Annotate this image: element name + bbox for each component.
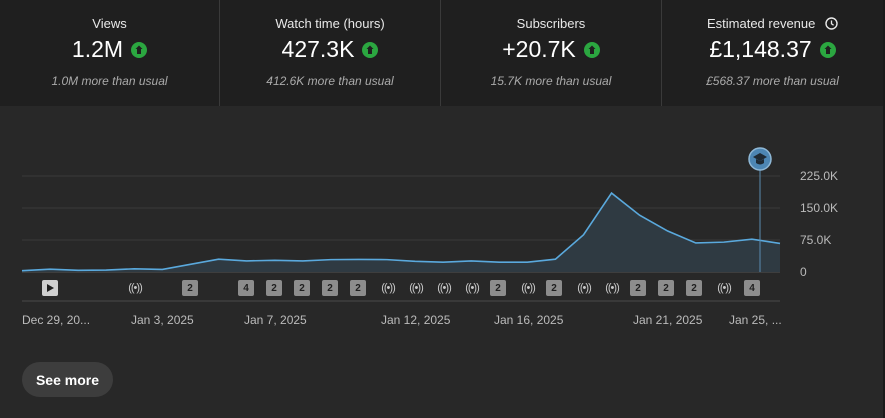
tab-value: 427.3K [281, 36, 355, 62]
upload-count-marker[interactable]: 2 [266, 280, 282, 296]
tab-comparison: 15.7K more than usual [490, 74, 612, 88]
views-chart: 225.0K 150.0K 75.0K 0 Dec 29, 20... Jan 3, 2… [0, 106, 883, 336]
x-tick-label: Jan 25, ... [729, 313, 782, 327]
tab-value: £1,148.37 [709, 36, 812, 62]
arrow-up-icon [583, 41, 600, 58]
tab-value: 1.2M [71, 36, 124, 62]
upload-count-marker[interactable]: 2 [350, 280, 366, 296]
x-tick-label: Jan 7, 2025 [244, 313, 307, 327]
live-stream-marker-icon[interactable]: ((•)) [605, 282, 620, 294]
graduation-cap-icon[interactable] [748, 147, 772, 171]
y-tick-label: 150.0K [800, 201, 839, 215]
video-marker-play-icon[interactable] [42, 280, 58, 296]
upload-count-marker[interactable]: 2 [294, 280, 310, 296]
upload-count-marker[interactable]: 2 [658, 280, 674, 296]
live-stream-marker-icon[interactable]: ((•)) [717, 282, 732, 294]
tab-comparison: £568.37 more than usual [706, 74, 839, 88]
x-tick-label: Jan 16, 2025 [494, 313, 564, 327]
tab-comparison: 412.6K more than usual [266, 74, 394, 88]
tab-value-row: 1.2M [0, 36, 219, 63]
live-stream-marker-icon[interactable]: ((•)) [381, 282, 396, 294]
tab-watch-time[interactable]: Watch time (hours) 427.3K 412.6K more th… [219, 0, 440, 106]
arrow-up-icon [362, 41, 379, 58]
upload-count-marker[interactable]: 4 [238, 280, 254, 296]
live-stream-marker-icon[interactable]: ((•)) [128, 282, 143, 294]
tab-subscribers[interactable]: Subscribers +20.7K 15.7K more than usual [440, 0, 661, 106]
see-more-button[interactable]: See more [22, 362, 113, 397]
upload-count-marker[interactable]: 2 [182, 280, 198, 296]
tab-value: +20.7K [502, 36, 576, 62]
x-tick-label: Jan 21, 2025 [633, 313, 703, 327]
metric-tabs: Views 1.2M 1.0M more than usual Watch ti… [0, 0, 883, 106]
tab-comparison: 1.0M more than usual [51, 74, 168, 88]
tab-label: Views [92, 16, 127, 31]
views-line [21, 191, 781, 272]
arrow-up-icon [819, 41, 836, 58]
chart-plot [21, 147, 781, 302]
live-stream-marker-icon[interactable]: ((•)) [577, 282, 592, 294]
live-stream-marker-icon[interactable]: ((•)) [437, 282, 452, 294]
y-tick-label: 0 [800, 265, 807, 279]
y-tick-label: 225.0K [800, 169, 839, 183]
arrow-up-icon [131, 41, 148, 58]
upload-count-marker[interactable]: 2 [322, 280, 338, 296]
tab-value-row: 427.3K [220, 36, 440, 63]
views-area [22, 193, 780, 272]
tab-value-row: £1,148.37 [662, 36, 883, 63]
tab-estimated-revenue[interactable]: Estimated revenue £1,148.37 £568.37 more… [661, 0, 883, 106]
x-tick-label: Jan 12, 2025 [381, 313, 451, 327]
x-tick-label: Jan 3, 2025 [131, 313, 194, 327]
y-tick-label: 75.0K [800, 233, 832, 247]
upload-count-marker[interactable]: 2 [630, 280, 646, 296]
upload-count-marker[interactable]: 2 [546, 280, 562, 296]
x-tick-label: Dec 29, 20... [22, 313, 91, 327]
tab-label: Subscribers [516, 16, 586, 31]
upload-count-marker[interactable]: 2 [686, 280, 702, 296]
live-stream-marker-icon[interactable]: ((•)) [521, 282, 536, 294]
upload-count-marker[interactable]: 4 [744, 280, 760, 296]
clock-icon [825, 17, 838, 30]
live-stream-marker-icon[interactable]: ((•)) [409, 282, 424, 294]
tab-label-row: Estimated revenue [662, 16, 883, 31]
tab-label: Watch time (hours) [275, 16, 385, 31]
tab-views[interactable]: Views 1.2M 1.0M more than usual [0, 0, 219, 106]
upload-count-marker[interactable]: 2 [490, 280, 506, 296]
tab-label: Estimated revenue [706, 16, 816, 31]
live-stream-marker-icon[interactable]: ((•)) [465, 282, 480, 294]
tab-value-row: +20.7K [441, 36, 661, 63]
